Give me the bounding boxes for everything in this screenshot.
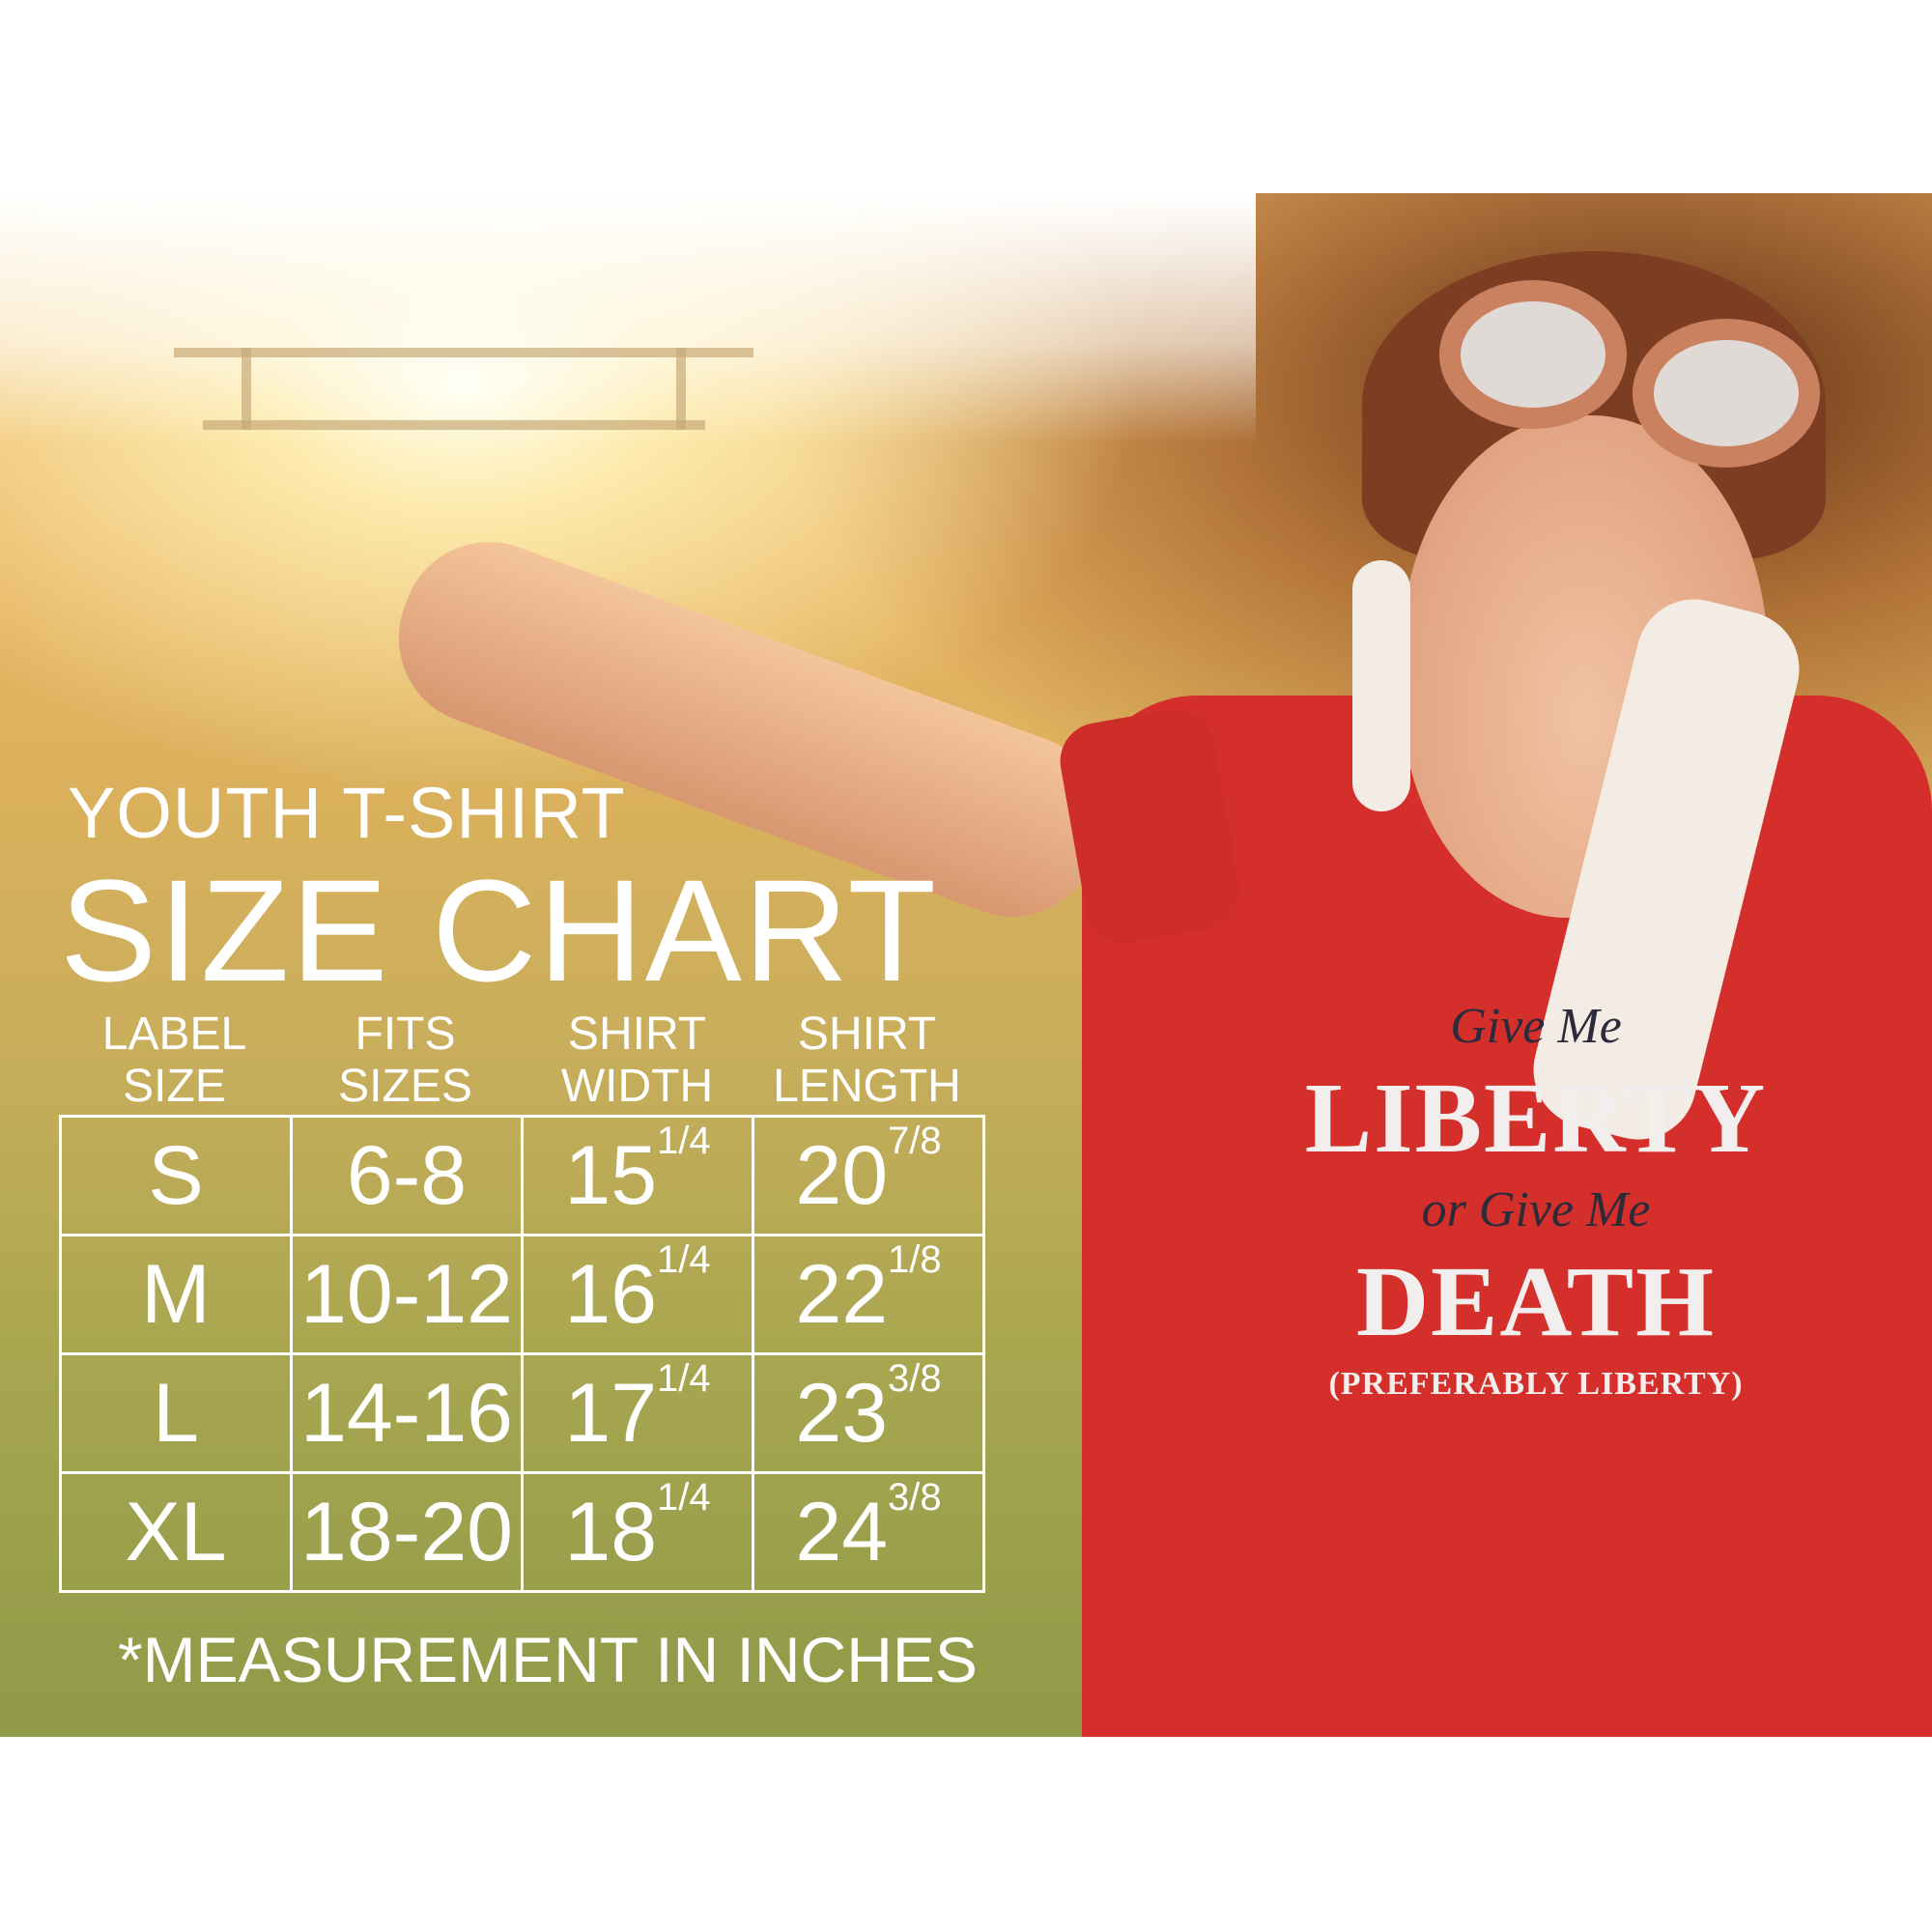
label-cell: M — [59, 1234, 293, 1355]
footnote: *MEASUREMENT IN INCHES — [118, 1624, 978, 1695]
cell-value: 18-20 — [300, 1486, 513, 1578]
cell-value: 16 — [564, 1248, 658, 1341]
shirt-print: Give Me LIBERTY or Give Me DEATH (PREFER… — [1256, 995, 1816, 1406]
cell-value: 24 — [795, 1486, 889, 1578]
fits-cell: 6-8 — [290, 1115, 524, 1236]
cell-value: 14-16 — [300, 1367, 513, 1460]
table-row: L 14-16 171/4 233/8 — [59, 1352, 985, 1474]
cell-value: 10-12 — [300, 1248, 513, 1341]
width-cell: 181/4 — [521, 1471, 754, 1593]
cell-fraction: 3/8 — [888, 1357, 942, 1400]
header-line: SIZE — [123, 1061, 226, 1112]
print-line: Give Me — [1450, 999, 1622, 1054]
cell-value: 15 — [564, 1129, 658, 1222]
length-cell: 207/8 — [752, 1115, 985, 1236]
label-cell: S — [59, 1115, 293, 1236]
toy-airplane — [174, 348, 753, 435]
table-row: XL 18-20 181/4 243/8 — [59, 1471, 985, 1593]
fits-cell: 18-20 — [290, 1471, 524, 1593]
cell-fraction: 1/8 — [888, 1238, 942, 1281]
length-cell: 233/8 — [752, 1352, 985, 1474]
sun-glare — [0, 193, 1256, 444]
header-label-size: LABEL SIZE — [59, 1009, 290, 1113]
cell-value: 6-8 — [346, 1129, 468, 1222]
width-cell: 161/4 — [521, 1234, 754, 1355]
cell-value: 17 — [564, 1367, 658, 1460]
table-row: S 6-8 151/4 207/8 — [59, 1115, 985, 1236]
header-shirt-width: SHIRT WIDTH — [522, 1009, 753, 1113]
header-line: LABEL — [101, 1009, 247, 1060]
label-cell: L — [59, 1352, 293, 1474]
length-cell: 243/8 — [752, 1471, 985, 1593]
header-fits-sizes: FITS SIZES — [290, 1009, 521, 1113]
cell-value: XL — [125, 1486, 227, 1578]
fits-cell: 10-12 — [290, 1234, 524, 1355]
fits-cell: 14-16 — [290, 1352, 524, 1474]
chart-title: SIZE CHART — [60, 849, 939, 1011]
length-cell: 221/8 — [752, 1234, 985, 1355]
cell-value: 20 — [795, 1129, 889, 1222]
header-line: WIDTH — [560, 1061, 714, 1112]
cell-value: L — [153, 1367, 199, 1460]
size-table: S 6-8 151/4 207/8 M 10-12 161/4 221/8 L 14-16 171/… — [59, 1115, 985, 1593]
goggle-right — [1633, 319, 1820, 468]
goggle-left — [1439, 280, 1627, 429]
width-cell: 171/4 — [521, 1352, 754, 1474]
print-line: DEATH — [1355, 1246, 1717, 1357]
header-line: LENGTH — [773, 1061, 961, 1112]
header-line: SIZES — [338, 1061, 472, 1112]
cell-fraction: 7/8 — [888, 1120, 942, 1162]
label-cell: XL — [59, 1471, 293, 1593]
cell-fraction: 1/4 — [657, 1120, 711, 1162]
cell-fraction: 3/8 — [888, 1476, 942, 1519]
cell-value: S — [148, 1129, 204, 1222]
print-line: or Give Me — [1421, 1182, 1651, 1237]
cell-fraction: 1/4 — [657, 1357, 711, 1400]
cell-value: 22 — [795, 1248, 889, 1341]
ear-flap-left — [1352, 560, 1410, 811]
header-line: SHIRT — [797, 1009, 937, 1060]
cell-value: M — [141, 1248, 211, 1341]
cell-value: 23 — [795, 1367, 889, 1460]
chart-subtitle: YOUTH T-SHIRT — [68, 773, 626, 853]
print-line: (PREFERABLY LIBERTY) — [1328, 1366, 1744, 1402]
header-line: FITS — [355, 1009, 456, 1060]
width-cell: 151/4 — [521, 1115, 754, 1236]
print-line: LIBERTY — [1304, 1063, 1768, 1174]
cell-fraction: 1/4 — [657, 1238, 711, 1281]
header-shirt-length: SHIRT LENGTH — [752, 1009, 982, 1113]
cell-fraction: 1/4 — [657, 1476, 711, 1519]
cell-value: 18 — [564, 1486, 658, 1578]
header-line: SHIRT — [567, 1009, 707, 1060]
table-row: M 10-12 161/4 221/8 — [59, 1234, 985, 1355]
